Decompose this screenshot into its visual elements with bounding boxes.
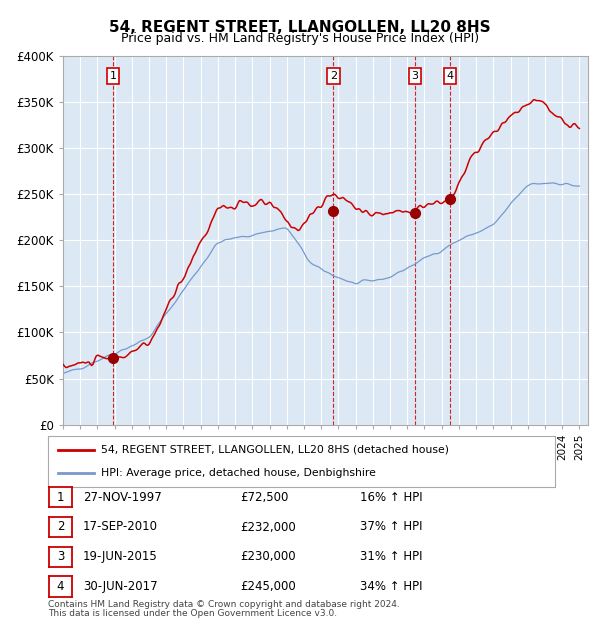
Text: HPI: Average price, detached house, Denbighshire: HPI: Average price, detached house, Denb… — [101, 468, 376, 478]
Text: 30-JUN-2017: 30-JUN-2017 — [83, 580, 157, 593]
Text: 34% ↑ HPI: 34% ↑ HPI — [360, 580, 422, 593]
Text: 3: 3 — [412, 71, 419, 81]
Text: Price paid vs. HM Land Registry's House Price Index (HPI): Price paid vs. HM Land Registry's House … — [121, 32, 479, 45]
Text: 19-JUN-2015: 19-JUN-2015 — [83, 551, 158, 563]
Text: 37% ↑ HPI: 37% ↑ HPI — [360, 521, 422, 533]
Text: 2: 2 — [57, 521, 64, 533]
Text: 4: 4 — [57, 580, 64, 593]
Text: 27-NOV-1997: 27-NOV-1997 — [83, 491, 161, 503]
Text: 4: 4 — [446, 71, 454, 81]
Text: 17-SEP-2010: 17-SEP-2010 — [83, 521, 158, 533]
Text: 54, REGENT STREET, LLANGOLLEN, LL20 8HS: 54, REGENT STREET, LLANGOLLEN, LL20 8HS — [109, 20, 491, 35]
Text: £245,000: £245,000 — [240, 580, 296, 593]
Text: 31% ↑ HPI: 31% ↑ HPI — [360, 551, 422, 563]
Text: £72,500: £72,500 — [240, 491, 289, 503]
Text: 2: 2 — [330, 71, 337, 81]
Text: 3: 3 — [57, 551, 64, 563]
Text: This data is licensed under the Open Government Licence v3.0.: This data is licensed under the Open Gov… — [48, 608, 337, 618]
Text: Contains HM Land Registry data © Crown copyright and database right 2024.: Contains HM Land Registry data © Crown c… — [48, 600, 400, 609]
Text: 1: 1 — [57, 491, 64, 503]
Text: 1: 1 — [109, 71, 116, 81]
Text: 54, REGENT STREET, LLANGOLLEN, LL20 8HS (detached house): 54, REGENT STREET, LLANGOLLEN, LL20 8HS … — [101, 445, 449, 454]
Text: £232,000: £232,000 — [240, 521, 296, 533]
Text: 16% ↑ HPI: 16% ↑ HPI — [360, 491, 422, 503]
Text: £230,000: £230,000 — [240, 551, 296, 563]
